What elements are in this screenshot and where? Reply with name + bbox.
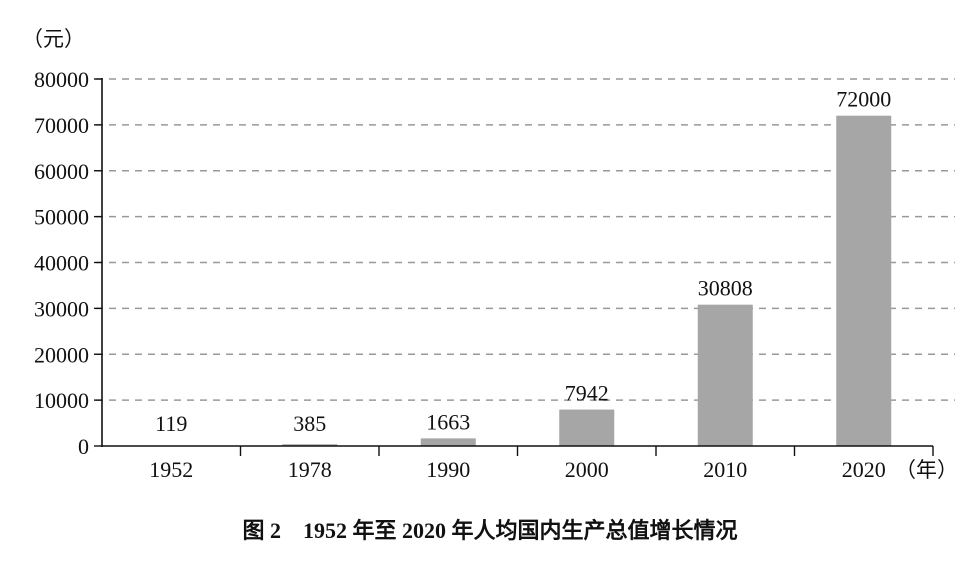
gridlines [96, 78, 955, 401]
bar [697, 304, 753, 446]
y-tick-label: 60000 [34, 159, 89, 184]
y-axis-unit: （元） [22, 27, 85, 51]
data-label: 7942 [565, 381, 609, 406]
data-label: 119 [155, 411, 187, 436]
y-tick-label: 20000 [34, 342, 89, 367]
data-label: 30808 [698, 276, 753, 301]
x-tick-label: 1978 [288, 457, 332, 482]
y-tick-label: 70000 [34, 113, 89, 138]
y-tick-label: 80000 [34, 67, 89, 92]
x-tick-label: 2010 [703, 457, 747, 482]
bar [282, 444, 338, 446]
y-tick-label: 10000 [34, 388, 89, 413]
x-tick-label: 2000 [565, 457, 609, 482]
x-tick-label: 2020 [842, 457, 886, 482]
y-tick-label: 50000 [34, 205, 89, 230]
bar [559, 409, 615, 446]
data-label: 72000 [836, 87, 891, 112]
x-tick-label: 1990 [426, 457, 470, 482]
y-tick-label: 40000 [34, 251, 89, 276]
bars: 119 385 1663 7942 30808 72000 [143, 87, 892, 446]
bar [836, 115, 892, 446]
x-axis-unit: （年） [895, 458, 958, 482]
y-tick-label: 0 [78, 434, 89, 459]
x-ticks: 1952 1978 1990 2000 2010 2020 [149, 446, 934, 482]
data-label: 1663 [426, 409, 470, 434]
data-label: 385 [293, 411, 326, 436]
chart-title: 图 2 1952 年至 2020 年人均国内生产总值增长情况 [242, 518, 737, 543]
y-ticks: 0 10000 20000 30000 40000 50000 60000 70000 8000… [34, 67, 102, 459]
y-tick-label: 30000 [34, 296, 89, 321]
x-tick-label: 1952 [149, 457, 193, 482]
bar [420, 438, 476, 446]
